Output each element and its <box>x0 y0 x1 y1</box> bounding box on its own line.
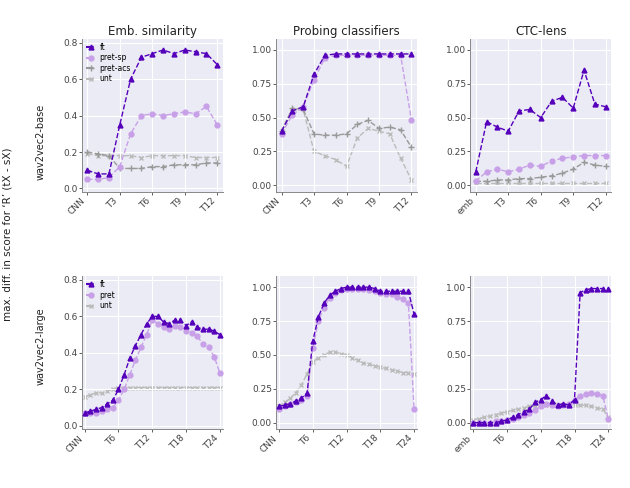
Title: Emb. similarity: Emb. similarity <box>108 25 197 38</box>
Text: max. diff. in score for ‘R’ (tX - sX): max. diff. in score for ‘R’ (tX - sX) <box>3 147 13 321</box>
Legend: ft, pret, unt: ft, pret, unt <box>86 280 115 310</box>
Title: CTC-lens: CTC-lens <box>515 25 566 38</box>
Text: wav2vec2-base: wav2vec2-base <box>36 103 46 180</box>
Title: Probing classifiers: Probing classifiers <box>293 25 400 38</box>
Text: wav2vec2-large: wav2vec2-large <box>36 307 46 386</box>
Legend: ft, pret-sp, pret-acs, unt: ft, pret-sp, pret-acs, unt <box>86 43 131 83</box>
